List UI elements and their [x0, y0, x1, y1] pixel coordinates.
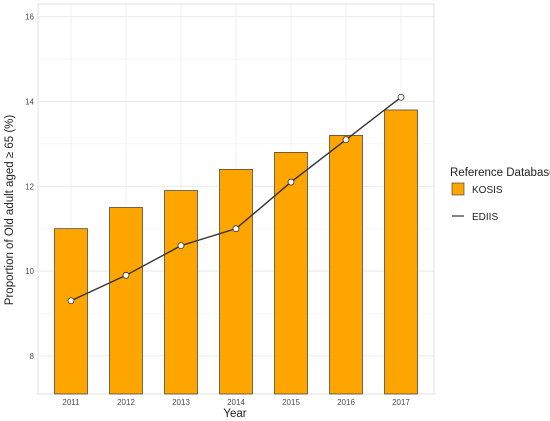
x-tick-label-2016: 2016 — [337, 398, 355, 407]
point-ediis-2013 — [177, 242, 185, 250]
x-tick-label-2015: 2015 — [282, 398, 300, 407]
bar-kosis-2011 — [54, 228, 88, 395]
y-tick-label-14: 14 — [25, 98, 34, 107]
point-ediis-2017 — [397, 93, 405, 101]
legend-key-kosis — [451, 182, 465, 196]
y-tick-label-12: 12 — [25, 182, 34, 191]
x-tick-label-2017: 2017 — [392, 398, 410, 407]
legend-title: Reference Database — [450, 167, 550, 179]
legend: Reference Database KOSIS EDIIS — [450, 167, 550, 223]
bar-kosis-2014 — [219, 168, 253, 395]
point-ediis-2015 — [287, 178, 295, 186]
y-axis-ticks: 8 10 12 14 16 — [25, 13, 34, 361]
bar-kosis-2017 — [384, 109, 418, 395]
x-tick-label-2013: 2013 — [172, 398, 190, 407]
bar-kosis-2015 — [274, 152, 308, 395]
x-tick-label-2014: 2014 — [227, 398, 245, 407]
point-ediis-2016 — [342, 136, 350, 144]
point-ediis-2014 — [232, 225, 240, 233]
x-tick-label-2011: 2011 — [62, 398, 80, 407]
bar-kosis-2012 — [109, 207, 143, 395]
bar-kosis-2013 — [164, 190, 198, 395]
x-axis-ticks: 2011 2012 2013 2014 2015 2016 2017 — [62, 398, 410, 407]
x-axis-title: Year — [223, 408, 246, 420]
x-tick-label-2012: 2012 — [117, 398, 135, 407]
y-axis-title: Proportion of Old adult aged ≥ 65 (%) — [4, 115, 16, 306]
line-series — [67, 93, 405, 305]
bar-kosis-2016 — [329, 135, 363, 395]
legend-label-kosis: KOSIS — [472, 185, 503, 196]
bar-series — [54, 109, 418, 395]
legend-label-ediis: EDIIS — [472, 212, 498, 223]
y-tick-label-16: 16 — [25, 13, 34, 22]
y-tick-label-8: 8 — [30, 352, 35, 361]
point-ediis-2011 — [67, 297, 75, 305]
point-ediis-2012 — [122, 271, 130, 279]
y-tick-label-10: 10 — [25, 267, 34, 276]
